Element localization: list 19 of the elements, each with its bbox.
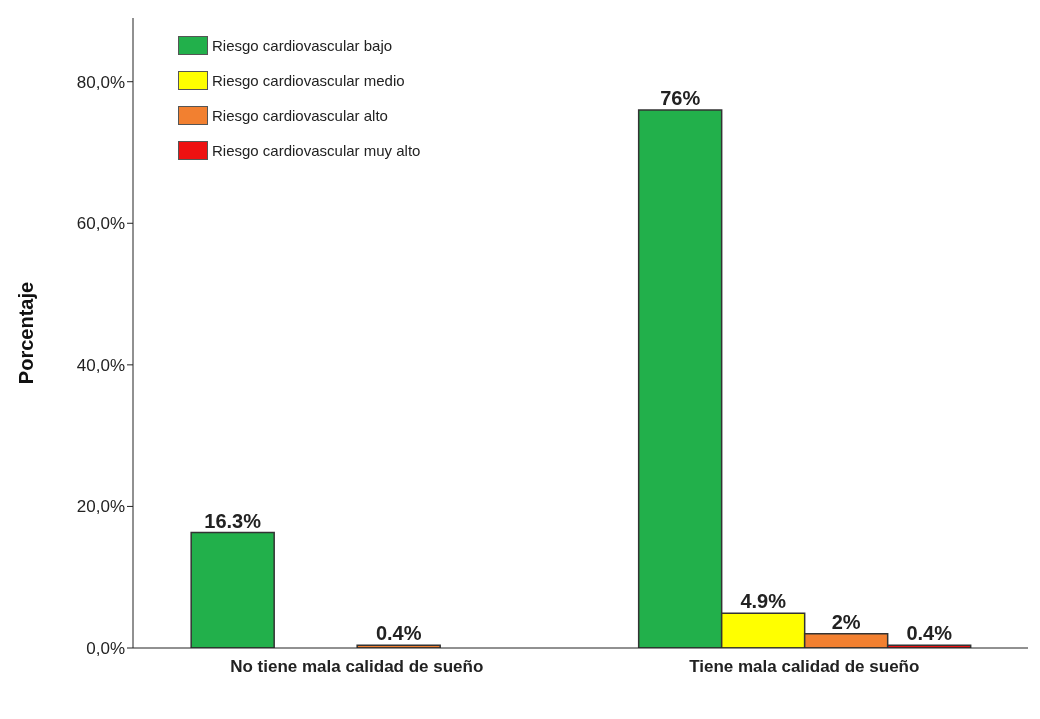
bar (190, 531, 275, 648)
data-label: 0.4% (906, 622, 953, 645)
y-axis-title: Porcentaje (15, 281, 38, 385)
data-label: 76% (660, 87, 701, 110)
legend-label: Riesgo cardiovascular medio (212, 72, 405, 89)
data-label: 0.4% (375, 622, 422, 645)
y-tick-label: 40,0% (76, 355, 125, 375)
data-label: 16.3% (204, 509, 262, 532)
legend-label: Riesgo cardiovascular alto (212, 107, 388, 124)
legend-label: Riesgo cardiovascular muy alto (212, 142, 421, 159)
x-tick-label: No tiene mala calidad de sueño (230, 657, 484, 677)
data-label: 2% (831, 610, 861, 633)
y-tick-label: 60,0% (76, 214, 125, 234)
y-tick-label: 0,0% (86, 639, 125, 659)
x-tick-label: Tiene mala calidad de sueño (689, 657, 920, 677)
legend-label: Riesgo cardiovascular bajo (212, 37, 393, 54)
y-tick-label: 80,0% (76, 72, 125, 92)
data-label: 4.9% (740, 590, 787, 613)
y-tick-label: 20,0% (76, 497, 125, 517)
